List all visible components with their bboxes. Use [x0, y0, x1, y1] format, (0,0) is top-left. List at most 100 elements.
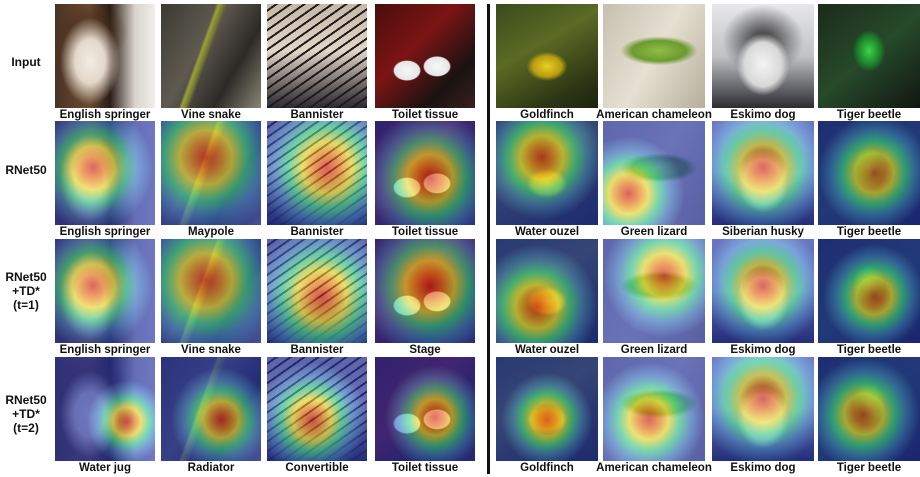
heatmap-overlay: [161, 239, 261, 343]
heatmap-overlay: [603, 121, 705, 225]
prediction-label: Toilet tissue: [391, 462, 459, 474]
heatmap-overlay: [818, 239, 920, 343]
row-label-line: RNet50: [5, 270, 47, 284]
saliency-map-image: [375, 239, 475, 343]
input-image: [603, 4, 705, 108]
left-panel-cell: Stage: [375, 239, 475, 356]
right-panel-cell: Goldfinch: [496, 357, 598, 474]
prediction-label: Vine snake: [181, 344, 241, 356]
heatmap-overlay: [161, 357, 261, 461]
prediction-label: Water jug: [79, 462, 131, 474]
heatmap-overlay: [712, 121, 814, 225]
row-label-line: RNet50: [5, 393, 47, 407]
right-panel-cell: Water ouzel: [496, 239, 598, 356]
heatmap-overlay: [161, 121, 261, 225]
right-panel-cell: Green lizard: [603, 121, 705, 238]
panel-divider: [487, 4, 490, 474]
saliency-map-image: [712, 121, 814, 225]
prediction-label: Maypole: [187, 226, 234, 238]
prediction-label: Stage: [409, 344, 441, 356]
prediction-label: Eskimo dog: [730, 109, 796, 121]
input-image: [161, 4, 261, 108]
right-panel-cell: American chameleon: [596, 4, 712, 121]
row-label-line: +TD*: [12, 407, 40, 421]
saliency-map-image: [603, 121, 705, 225]
input-image: [712, 4, 814, 108]
left-panel-cell: Bannister: [267, 239, 367, 356]
row-label-line: (t=2): [13, 421, 39, 435]
saliency-map-image: [161, 357, 261, 461]
row-label-line: RNet50: [5, 163, 47, 177]
row-label-line: (t=1): [13, 298, 39, 312]
heatmap-overlay: [818, 357, 920, 461]
prediction-label: Eskimo dog: [730, 344, 796, 356]
saliency-map-image: [267, 357, 367, 461]
right-panel-cell: Eskimo dog: [712, 4, 814, 121]
saliency-map-image: [712, 357, 814, 461]
heatmap-overlay: [375, 121, 475, 225]
saliency-map-image: [161, 121, 261, 225]
heatmap-overlay: [496, 357, 598, 461]
input-image: [818, 4, 920, 108]
saliency-map-image: [267, 121, 367, 225]
prediction-label: Tiger beetle: [836, 344, 902, 356]
input-image: [375, 4, 475, 108]
right-panel-cell: Eskimo dog: [712, 239, 814, 356]
prediction-label: Bannister: [290, 109, 344, 121]
saliency-map-image: [496, 121, 598, 225]
heatmap-overlay: [712, 357, 814, 461]
prediction-label: English springer: [59, 109, 151, 121]
prediction-label: Green lizard: [620, 226, 688, 238]
right-panel-cell: Tiger beetle: [818, 4, 920, 121]
heatmap-overlay: [55, 239, 155, 343]
prediction-label: Siberian husky: [722, 226, 804, 238]
saliency-map-image: [603, 357, 705, 461]
saliency-map-image: [818, 239, 920, 343]
left-panel-cell: English springer: [55, 4, 155, 121]
right-panel-cell: Siberian husky: [712, 121, 814, 238]
left-panel-cell: Toilet tissue: [375, 4, 475, 121]
right-panel-cell: American chameleon: [596, 357, 712, 474]
heatmap-overlay: [375, 357, 475, 461]
row-label: RNet50 +TD* (t=2): [0, 393, 52, 435]
right-panel-cell: Green lizard: [603, 239, 705, 356]
prediction-label: Convertible: [285, 462, 349, 474]
heatmap-overlay: [267, 239, 367, 343]
left-panel-cell: Convertible: [267, 357, 367, 474]
prediction-label: Vine snake: [181, 109, 241, 121]
heatmap-overlay: [712, 239, 814, 343]
right-panel-cell: Tiger beetle: [818, 121, 920, 238]
left-panel-cell: Maypole: [161, 121, 261, 238]
saliency-map-image: [55, 357, 155, 461]
saliency-map-image: [818, 121, 920, 225]
left-panel-cell: Toilet tissue: [375, 121, 475, 238]
saliency-map-image: [603, 239, 705, 343]
left-panel-cell: Radiator: [161, 357, 261, 474]
saliency-map-image: [375, 121, 475, 225]
heatmap-overlay: [55, 357, 155, 461]
prediction-label: Goldfinch: [520, 462, 574, 474]
right-panel-cell: Tiger beetle: [818, 357, 920, 474]
prediction-label: Bannister: [290, 226, 344, 238]
saliency-map-image: [55, 121, 155, 225]
saliency-map-image: [496, 239, 598, 343]
input-image: [55, 4, 155, 108]
saliency-map-image: [267, 239, 367, 343]
heatmap-overlay: [496, 239, 598, 343]
left-panel-cell: Bannister: [267, 121, 367, 238]
saliency-map-image: [55, 239, 155, 343]
prediction-label: English springer: [59, 344, 151, 356]
row-label: RNet50: [0, 163, 52, 177]
left-panel-cell: English springer: [55, 121, 155, 238]
left-panel-cell: Toilet tissue: [375, 357, 475, 474]
right-panel-cell: Tiger beetle: [818, 239, 920, 356]
heatmap-overlay: [267, 121, 367, 225]
left-panel-cell: Vine snake: [161, 239, 261, 356]
prediction-label: American chameleon: [596, 109, 712, 121]
heatmap-overlay: [496, 121, 598, 225]
heatmap-overlay: [818, 121, 920, 225]
row-label-line: +TD*: [12, 284, 40, 298]
left-panel-cell: Bannister: [267, 4, 367, 121]
row-label: RNet50 +TD* (t=1): [0, 270, 52, 312]
input-image: [496, 4, 598, 108]
